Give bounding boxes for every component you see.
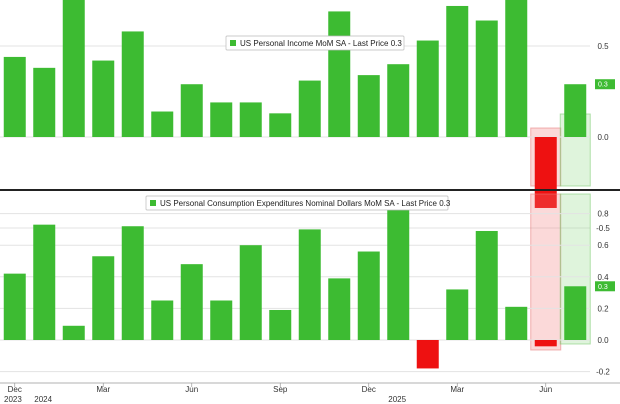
pce-bar [387,208,410,340]
pce-panel: 0.8 0.6 0.4 0.2 0.0 -0.2 US Personal Consumpti… [0,193,615,377]
legend-swatch [150,200,156,206]
income-bar [151,111,174,137]
income-bar [328,11,351,138]
pce-last-value-badge: 0.3 [595,281,615,292]
income-legend: US Personal Income MoM SA - Last Price 0… [225,35,405,51]
pce-bar [298,229,321,340]
pce-bar [475,230,498,340]
income-bar [564,84,587,137]
pce-bar [564,286,587,340]
income-bar [475,20,498,137]
income-bar [505,0,528,138]
pce-bar [416,340,439,369]
y-tick-label: -0.5 [596,224,610,233]
x-month-label: Jun [185,385,198,394]
pce-legend: US Personal Consumption Expenditures Nom… [145,195,451,211]
x-month-label: Dec [8,385,22,394]
highlight-red-pce [530,193,562,351]
pce-bar [121,226,144,340]
income-bar [180,84,203,137]
income-bar [357,75,380,137]
pce-bar [534,340,557,347]
x-month-label: Mar [96,385,110,394]
pce-bar [62,325,85,340]
y-tick-label: 0.0 [597,336,609,345]
x-month-label: Mar [450,385,464,394]
income-last-value-badge: 0.3 [595,79,615,90]
pce-bar [3,273,26,340]
income-panel: 1.51.00.50.0-0.5US Personal Income MoM S… [0,0,615,233]
income-bar [210,102,233,137]
pce-bar [92,256,115,340]
income-bar [239,102,262,137]
pce-bar [151,300,174,340]
income-bar [92,60,115,138]
income-bar [269,113,292,137]
pce-bar [446,289,469,340]
x-year-label: 2025 [388,395,406,404]
legend-swatch [230,40,236,46]
income-bar [446,5,469,137]
pce-bar [239,245,262,340]
income-bar [416,40,439,137]
svg-text:0.3: 0.3 [598,284,608,291]
income-bar [298,80,321,137]
x-month-label: Sep [273,385,288,394]
pce-bar [269,309,292,340]
x-month-label: Dec [362,385,376,394]
pce-bar [505,306,528,340]
y-tick-label: 0.0 [597,133,609,142]
income-bar [387,64,410,137]
y-tick-label: 0.8 [597,210,609,219]
x-year-label: 2023 [4,395,22,404]
legend-label: US Personal Income MoM SA - Last Price 0… [240,39,402,48]
y-tick-label: 0.6 [597,241,609,250]
x-month-label: Jun [539,385,552,394]
x-axis: Dec Mar Jun Sep Dec Mar Jun 2023 2024 2025 [0,382,620,404]
x-year-label: 2024 [34,395,52,404]
pce-bar [33,224,56,340]
income-bar [3,56,26,137]
pce-bar [357,251,380,340]
income-bar [33,67,56,137]
svg-text:0.3: 0.3 [598,82,608,89]
y-tick-label: 0.2 [597,304,609,313]
y-tick-label: 0.5 [597,42,609,51]
legend-label: US Personal Consumption Expenditures Nom… [160,199,451,208]
income-bar [121,31,144,137]
pce-bar [328,278,351,340]
income-bar [62,0,85,137]
pce-bar [180,264,203,340]
pce-bar [210,300,233,340]
y-tick-label: -0.2 [596,368,610,377]
y-tick-label: 0.4 [597,273,609,282]
